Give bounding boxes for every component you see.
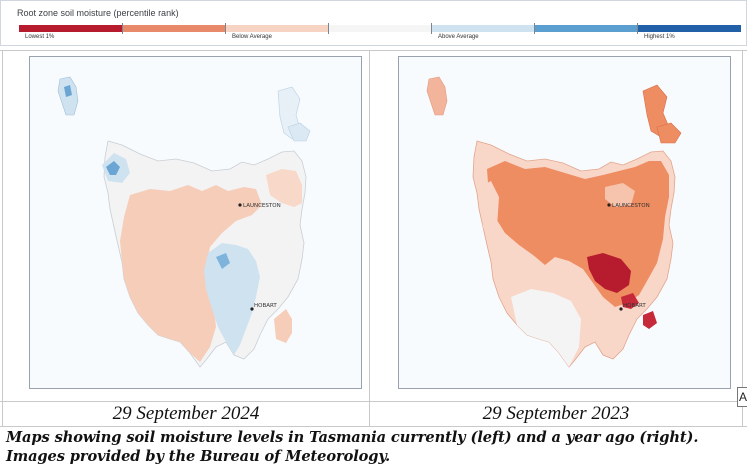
map-canvas-2023: LAUNCESTON HOBART <box>426 76 682 368</box>
lowest-percentile-central <box>587 253 631 293</box>
king-island-shape <box>426 76 448 116</box>
below-average-west-coast <box>479 181 499 247</box>
edge-tooltip-glyph: A <box>737 387 747 407</box>
much-above-average-northwest <box>106 161 120 175</box>
launceston-label: LAUNCESTON <box>612 203 650 209</box>
legend-swatch-highest <box>637 25 741 32</box>
map-canvas-2024: LAUNCESTON HOBART <box>57 76 311 368</box>
below-average-north-pocket <box>605 183 635 207</box>
cape-barren-island-shape <box>287 122 311 142</box>
legend: Root zone soil moisture (percentile rank… <box>0 0 747 46</box>
grid-line-center <box>369 50 370 427</box>
legend-color-bar <box>19 25 741 32</box>
grid-line-left <box>2 50 3 427</box>
legend-title: Root zone soil moisture (percentile rank… <box>17 8 179 18</box>
map-tasmania-2024: LAUNCESTON HOBART <box>29 56 362 389</box>
legend-label-above-average: Above Average <box>438 34 479 40</box>
legend-swatch-lowest <box>19 25 123 32</box>
date-label-2024: 29 September 2024 <box>112 403 260 424</box>
legend-tick <box>122 23 123 34</box>
legend-tick <box>225 23 226 34</box>
legend-swatch-above <box>431 25 535 32</box>
grid-line-bottom <box>0 426 747 427</box>
legend-tick <box>534 23 535 34</box>
hobart-label: HOBART <box>254 303 277 309</box>
grid-line-right <box>742 50 743 427</box>
launceston-label: LAUNCESTON <box>243 203 281 209</box>
above-average-patch <box>216 253 230 269</box>
below-average-northeast <box>266 169 302 207</box>
legend-label-lowest: Lowest 1% <box>25 34 55 40</box>
lowest-percentile-south <box>621 293 639 309</box>
legend-label-below-average: Below Average <box>232 34 272 40</box>
grid-line-middle <box>0 401 747 402</box>
legend-tick <box>637 23 638 34</box>
hobart-marker <box>619 307 623 311</box>
legend-swatch-very-much-above <box>534 25 638 32</box>
below-average-southeast <box>274 309 292 343</box>
legend-swatch-average <box>328 25 432 32</box>
legend-tick <box>431 23 432 34</box>
legend-ticks <box>19 23 741 34</box>
legend-swatch-below <box>225 25 329 32</box>
legend-swatch-very-much-below <box>122 25 226 32</box>
date-label-2023: 29 September 2023 <box>482 403 630 424</box>
below-average-region <box>120 185 262 362</box>
launceston-marker <box>607 203 611 207</box>
king-island-wet-patch <box>64 85 72 97</box>
legend-label-highest: Highest 1% <box>644 34 675 40</box>
cape-barren-island-shape <box>656 122 682 144</box>
hobart-label: HOBART <box>623 303 646 309</box>
map-tasmania-2023: LAUNCESTON HOBART <box>398 56 731 389</box>
hobart-marker <box>250 307 254 311</box>
launceston-marker <box>238 203 242 207</box>
lowest-percentile-southeast <box>643 311 657 329</box>
figure-caption: Maps showing soil moisture levels in Tas… <box>6 429 699 465</box>
legend-tick <box>328 23 329 34</box>
grid-line-top <box>0 50 747 51</box>
above-average-central <box>204 243 260 355</box>
average-southwest-region <box>511 289 581 367</box>
